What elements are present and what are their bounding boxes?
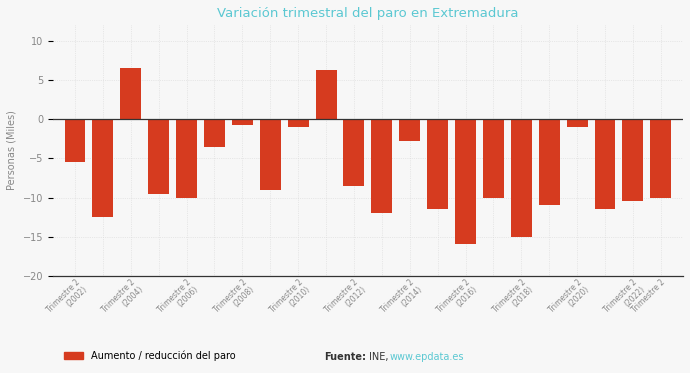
Bar [371, 119, 393, 213]
Bar [315, 70, 337, 119]
Bar [288, 119, 308, 127]
Bar [455, 119, 476, 244]
Text: Fuente:: Fuente: [324, 352, 366, 362]
Legend: Aumento / reducción del paro: Aumento / reducción del paro [60, 346, 239, 364]
Y-axis label: Personas (Miles): Personas (Miles) [7, 110, 17, 191]
Text: www.epdata.es: www.epdata.es [390, 352, 464, 362]
Text: INE,: INE, [369, 352, 392, 362]
Bar [622, 119, 643, 201]
Bar [65, 119, 86, 162]
Bar [400, 119, 420, 141]
Bar [148, 119, 169, 194]
Bar [92, 119, 113, 217]
Bar [427, 119, 448, 209]
Bar [595, 119, 615, 209]
Bar [176, 119, 197, 197]
Bar [539, 119, 560, 205]
Bar [483, 119, 504, 197]
Bar [344, 119, 364, 186]
Bar [650, 119, 671, 197]
Title: Variación trimestral del paro en Extremadura: Variación trimestral del paro en Extrema… [217, 7, 519, 20]
Bar [232, 119, 253, 125]
Bar [260, 119, 281, 190]
Bar [511, 119, 532, 236]
Bar [204, 119, 225, 147]
Bar [566, 119, 587, 127]
Bar [120, 68, 141, 119]
